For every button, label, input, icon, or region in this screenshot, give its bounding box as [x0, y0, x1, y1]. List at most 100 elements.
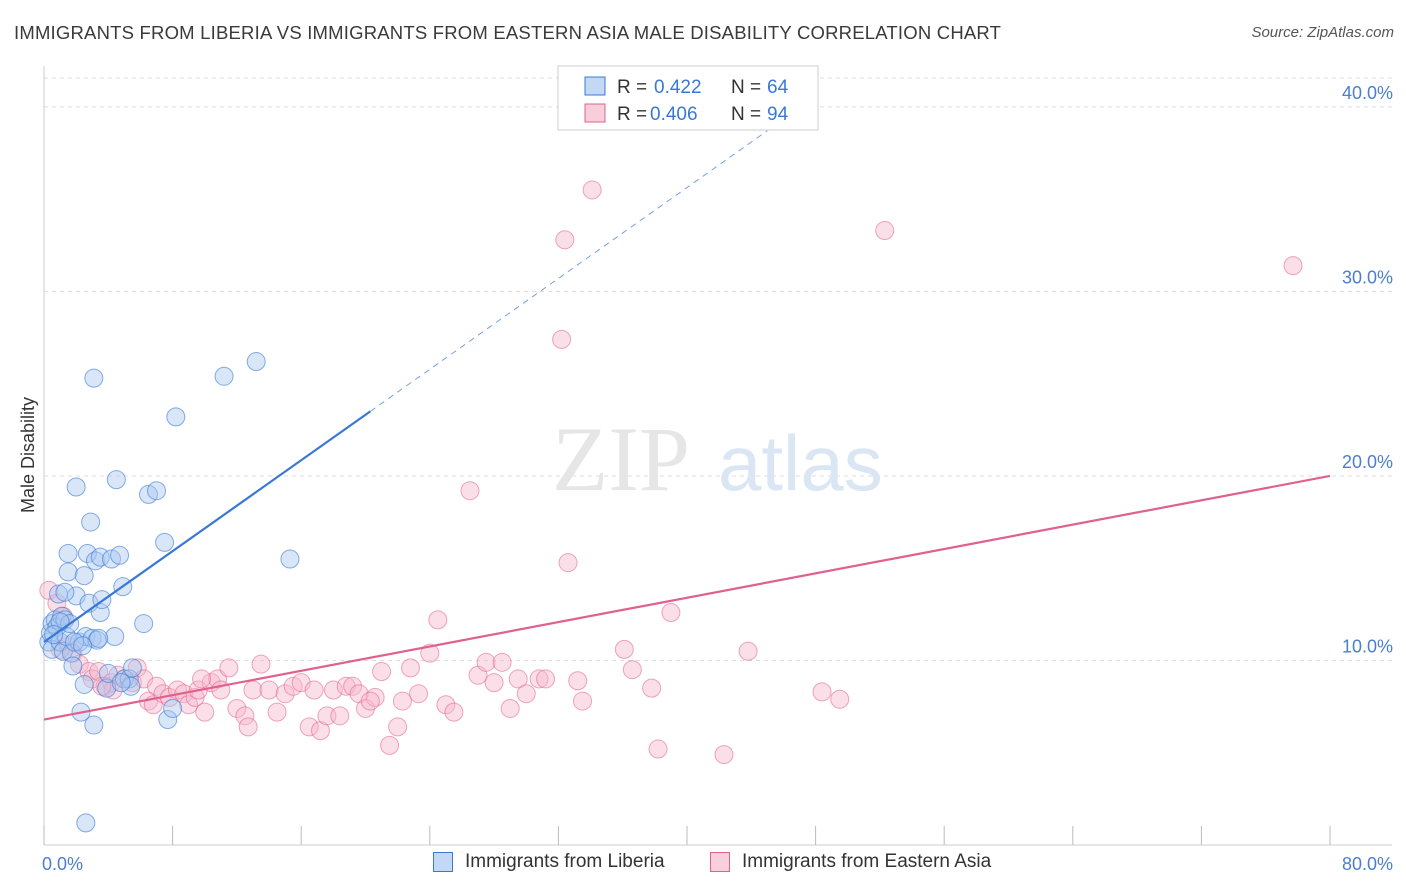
data-point-eastern-asia [436, 695, 456, 715]
trend-line-liberia-extension [370, 130, 768, 412]
data-point-eastern-asia [516, 684, 536, 704]
data-point-liberia [77, 543, 97, 563]
legend-r-value-pink: 0.406 [650, 104, 698, 125]
data-point-eastern-asia [304, 680, 324, 700]
data-point-liberia [163, 698, 183, 718]
data-point-liberia [121, 676, 141, 696]
data-point-eastern-asia [259, 680, 279, 700]
data-point-eastern-asia [69, 654, 89, 674]
data-point-liberia [55, 582, 75, 602]
data-point-liberia [105, 626, 125, 646]
data-point-eastern-asia [648, 739, 668, 759]
data-point-eastern-asia [568, 671, 588, 691]
data-point-liberia [111, 673, 131, 693]
data-point-liberia [81, 512, 101, 532]
data-point-eastern-asia [380, 735, 400, 755]
y-tick-label: 20.0% [1342, 452, 1393, 472]
data-point-eastern-asia [500, 698, 520, 718]
data-point-eastern-asia [330, 706, 350, 726]
data-point-eastern-asia [444, 702, 464, 722]
legend-r-value-blue: 0.422 [654, 77, 702, 98]
data-point-eastern-asia [401, 658, 421, 678]
data-point-eastern-asia [812, 682, 832, 702]
legend-r-label: R = [617, 77, 647, 98]
data-point-eastern-asia [573, 691, 593, 711]
data-point-liberia [110, 545, 130, 565]
data-point-eastern-asia [267, 702, 287, 722]
trend-line-liberia [43, 410, 371, 643]
data-point-liberia [122, 658, 142, 678]
series-liberia-points [39, 352, 300, 833]
legend-n-value-blue: 64 [767, 77, 789, 98]
data-point-eastern-asia [460, 481, 480, 501]
y-tick-label: 10.0% [1342, 636, 1393, 656]
data-point-eastern-asia [343, 676, 363, 696]
data-point-eastern-asia [219, 658, 239, 678]
data-point-eastern-asia [555, 230, 575, 250]
data-point-liberia [155, 532, 175, 552]
data-point-eastern-asia [372, 662, 392, 682]
legend-swatch-eastern-asia [710, 852, 730, 872]
data-point-liberia [76, 813, 96, 833]
legend-item-eastern-asia[interactable]: Immigrants from Eastern Asia [710, 851, 991, 873]
data-point-liberia [280, 549, 300, 569]
legend-swatch-blue [584, 76, 606, 96]
data-point-eastern-asia [251, 654, 271, 674]
data-point-liberia [63, 656, 83, 676]
data-point-liberia [166, 407, 186, 427]
legend-n-label: N = [731, 77, 761, 98]
data-point-liberia [58, 543, 78, 563]
legend-label-eastern-asia: Immigrants from Eastern Asia [742, 851, 992, 872]
data-point-eastern-asia [275, 684, 295, 704]
data-point-liberia [66, 477, 86, 497]
data-point-liberia [158, 710, 178, 730]
data-point-liberia [97, 678, 117, 698]
data-point-eastern-asia [211, 680, 231, 700]
data-point-eastern-asia [830, 689, 850, 709]
chart-title: IMMIGRANTS FROM LIBERIA VS IMMIGRANTS FR… [14, 22, 1002, 43]
data-point-liberia [246, 352, 266, 372]
data-point-eastern-asia [614, 639, 634, 659]
legend-swatch-pink [584, 103, 606, 123]
data-point-liberia [74, 566, 94, 586]
data-point-liberia [147, 481, 167, 501]
data-point-eastern-asia [529, 669, 549, 689]
data-point-eastern-asia [195, 702, 215, 722]
data-point-liberia [134, 614, 154, 634]
legend-n-label: N = [731, 104, 761, 125]
x-tick-label: 80.0% [1342, 854, 1393, 874]
data-point-eastern-asia [508, 669, 528, 689]
data-point-eastern-asia [243, 680, 263, 700]
legend-swatch-liberia [433, 852, 453, 872]
data-point-liberia [84, 715, 104, 735]
data-point-eastern-asia [1283, 256, 1303, 276]
legend-r-label: R = [617, 104, 647, 125]
data-point-eastern-asia [127, 658, 147, 678]
legend-top: R = 0.422 N = 64 R = 0.406 N = 94 [557, 65, 819, 131]
trend-lines [43, 130, 1331, 721]
data-point-eastern-asia [642, 678, 662, 698]
legend-label-liberia: Immigrants from Liberia [465, 851, 665, 872]
data-point-liberia [58, 562, 78, 582]
tick-labels: 10.0% 20.0% 30.0% 40.0% 0.0% 80.0% [42, 83, 1393, 874]
legend-n-value-pink: 94 [767, 104, 789, 125]
data-point-eastern-asia [299, 717, 319, 737]
data-point-eastern-asia [147, 676, 167, 696]
data-point-eastern-asia [622, 660, 642, 680]
data-point-eastern-asia [323, 680, 343, 700]
x-tick-label: 0.0% [42, 854, 83, 874]
data-point-eastern-asia [179, 695, 199, 715]
data-point-eastern-asia [476, 652, 496, 672]
data-point-liberia [73, 636, 93, 656]
data-point-eastern-asia [875, 221, 895, 241]
data-point-eastern-asia [536, 669, 556, 689]
legend-item-liberia[interactable]: Immigrants from Liberia [433, 851, 665, 873]
data-point-eastern-asia [484, 673, 504, 693]
data-point-eastern-asia [238, 717, 258, 737]
data-point-eastern-asia [738, 641, 758, 661]
data-point-eastern-asia [392, 691, 412, 711]
data-point-liberia [106, 470, 126, 490]
axes [43, 66, 1392, 846]
data-point-liberia [214, 366, 234, 386]
